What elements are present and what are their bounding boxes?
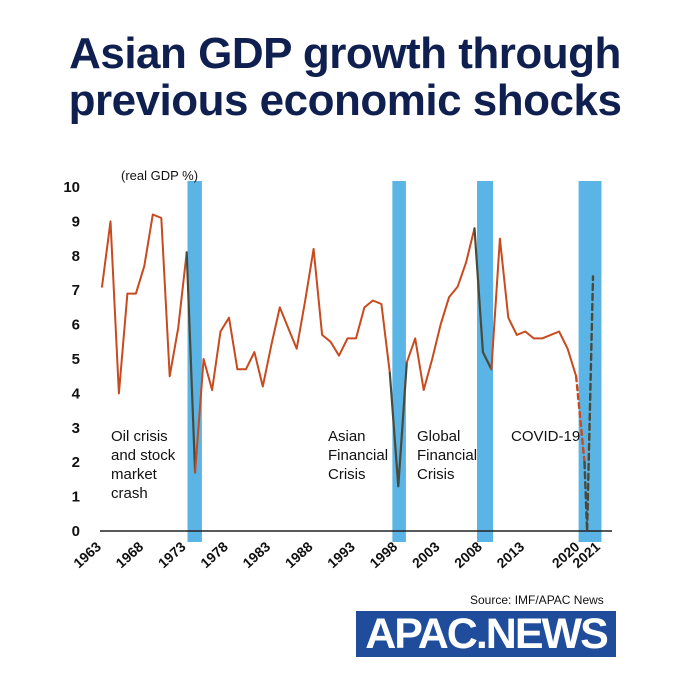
y-tick-label: 10	[63, 179, 80, 196]
x-tick-label: 2008	[451, 538, 485, 571]
title-line-1: Asian GDP growth through	[69, 29, 621, 78]
shock-label-line: Financial	[328, 447, 388, 464]
shock-label-line: and stock	[111, 447, 176, 464]
series-segment-3	[388, 361, 408, 488]
shock-label-3: COVID-19	[511, 428, 580, 445]
y-axis-label: (real GDP %)	[121, 168, 198, 183]
shock-band-2	[477, 181, 494, 542]
y-tick-label: 6	[72, 317, 80, 334]
y-tick-label: 0	[72, 523, 80, 540]
shock-band-3	[578, 181, 602, 542]
shock-label-line: crash	[111, 485, 148, 502]
shock-labels: Oil crisis and stock market crash Asian Finan…	[111, 428, 580, 502]
shock-band-1	[392, 181, 406, 542]
y-tick-label: 8	[72, 248, 80, 265]
x-tick-label: 1978	[197, 538, 231, 571]
source-credit: Source: IMF/APAC News	[470, 593, 604, 607]
x-tick-label: 1998	[366, 538, 400, 571]
shock-label-line: Asian	[328, 428, 366, 445]
series-segment-4	[405, 227, 476, 391]
shock-label-line: Crisis	[328, 466, 366, 483]
x-tick-label: 2003	[409, 538, 443, 571]
x-tick-label: 1963	[70, 538, 104, 571]
shock-label-2: Global Financial Crisis	[417, 428, 477, 483]
shock-label-line: COVID-19	[511, 428, 580, 445]
shock-label-line: Financial	[417, 447, 477, 464]
y-tick-label: 3	[72, 420, 80, 437]
series-segment-2	[194, 247, 391, 474]
x-tick-label: 1968	[112, 538, 146, 571]
gdp-series	[101, 213, 595, 533]
apac-news-logo: APAC.NEWS	[356, 611, 616, 657]
shock-label-line: Global	[417, 428, 460, 445]
shock-label-1: Asian Financial Crisis	[328, 428, 388, 483]
x-tick-label: 1983	[239, 538, 273, 571]
page-title: Asian GDP growth through previous econom…	[0, 30, 690, 124]
y-tick-label: 4	[72, 385, 81, 402]
y-tick-label: 2	[72, 454, 80, 471]
x-tick-label: 1988	[282, 538, 316, 571]
logo-text: APAC.NEWS	[365, 611, 609, 657]
shock-label-line: Oil crisis	[111, 428, 168, 445]
y-tick-label: 9	[72, 213, 80, 230]
shock-label-0: Oil crisis and stock market crash	[111, 428, 176, 502]
y-tick-label: 1	[72, 489, 80, 506]
series-segment-6	[490, 237, 578, 378]
x-tick-label: 2013	[493, 538, 527, 571]
series-segment-5	[473, 227, 493, 371]
title-line-2: previous economic shocks	[68, 76, 622, 125]
series-segment-8	[583, 275, 595, 533]
series-segment-0	[101, 213, 188, 395]
shock-label-line: Crisis	[417, 466, 455, 483]
x-tick-label: 1973	[155, 538, 189, 571]
series-segment-7	[574, 375, 586, 464]
chart-axes: 0 1 2 3 4 5 6 7 8 9 10 1963 1968 1973 1978 1983 1988 1993…	[63, 179, 612, 571]
shock-band-0	[187, 181, 202, 542]
y-tick-label: 7	[72, 282, 80, 299]
shock-label-line: market	[111, 466, 158, 483]
y-tick-label: 5	[72, 351, 80, 368]
x-tick-label: 1993	[324, 538, 358, 571]
series-segment-1	[185, 251, 197, 474]
